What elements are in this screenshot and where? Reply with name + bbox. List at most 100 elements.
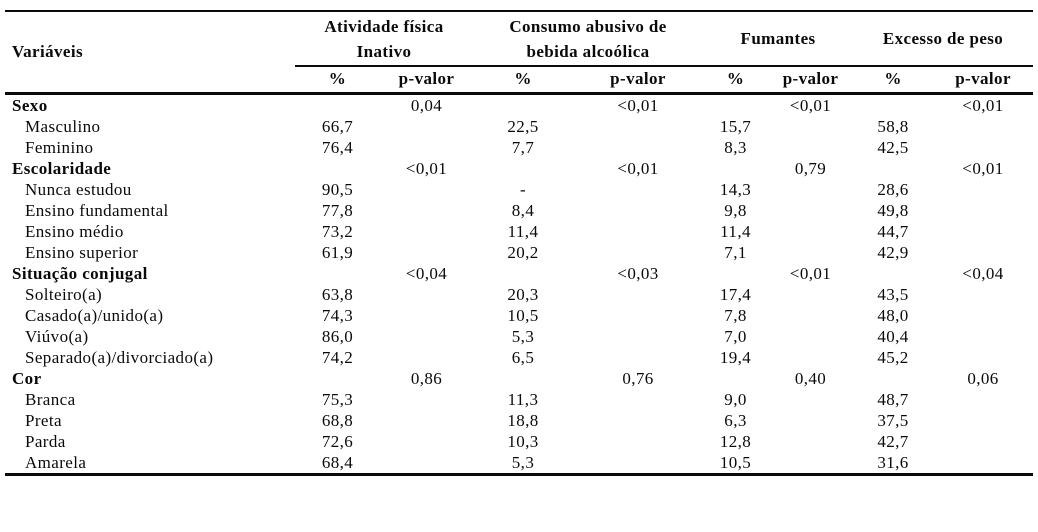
pvalue-cell	[768, 452, 853, 475]
pvalue-cell	[380, 179, 473, 200]
row-label: Amarela	[25, 452, 87, 472]
percent-value-cell: 31,6	[877, 452, 909, 472]
pvalue-cell	[573, 200, 703, 221]
percent-value-cell: 11,4	[720, 221, 751, 241]
percent-value-cell: 68,4	[321, 452, 354, 472]
percent-value-cell: 17,4	[719, 284, 752, 304]
percent-value-cell: 74,2	[321, 347, 354, 367]
percent-value-cell: 20,2	[507, 242, 539, 262]
pvalue-cell	[380, 326, 473, 347]
percent-value-cell: 44,7	[877, 221, 909, 241]
percent-value-cell: 63,8	[321, 284, 354, 304]
percent-value-cell: 73,2	[321, 221, 354, 241]
group-header-line: Fumantes	[740, 29, 816, 48]
percent-value-cell	[853, 93, 933, 116]
percent-value-cell: 42,7	[877, 431, 909, 451]
percent-value-cell	[473, 263, 573, 284]
pvalue-cell	[768, 347, 853, 368]
percent-value-cell: 66,7	[321, 116, 354, 136]
pvalue-cell	[768, 242, 853, 263]
percent-value-cell: 58,8	[877, 116, 909, 136]
pvalue-cell	[933, 179, 1033, 200]
percent-value-cell: 6,5	[511, 347, 535, 367]
pvalue-cell	[933, 305, 1033, 326]
percent-value-cell: 5,3	[511, 326, 535, 346]
pvalue-cell	[573, 305, 703, 326]
pvalue-cell: <0,01	[789, 263, 832, 283]
row-label: Cor	[12, 368, 42, 388]
pvalue-cell	[933, 284, 1033, 305]
percent-value-cell: 76,4	[321, 137, 354, 157]
variables-column-header: Variáveis	[5, 11, 295, 95]
percent-value-cell: 11,4	[507, 221, 539, 241]
pvalue-cell: <0,01	[617, 158, 659, 178]
percent-column-header: %	[295, 66, 380, 95]
percent-value-cell: 43,5	[877, 284, 909, 304]
pvalue-cell	[768, 221, 853, 242]
pvalue-cell	[573, 431, 703, 452]
pvalue-cell	[380, 221, 473, 242]
percent-value-cell	[703, 263, 768, 284]
percent-value-cell	[473, 158, 573, 179]
group-header-physical-activity: Atividade física Inativo	[295, 11, 474, 67]
pvalue-cell	[380, 452, 473, 475]
percent-value-cell: 75,3	[321, 389, 354, 409]
pvalue-column-header: p-valor	[768, 66, 854, 95]
group-header-line: Consumo abusivo de	[509, 16, 667, 36]
percent-value-cell	[703, 93, 768, 116]
percent-value-cell: 7,1	[724, 242, 747, 262]
data-row: Separado(a)/divorciado(a) 74,2 6,5 19,4 45,2	[5, 347, 1033, 368]
pvalue-cell	[933, 242, 1033, 263]
percent-value-cell: 49,8	[877, 200, 909, 220]
pvalue-cell	[933, 431, 1033, 452]
pvalue-cell	[768, 200, 853, 221]
data-row: Feminino 76,4 7,7 8,3 42,5	[5, 137, 1033, 158]
pvalue-cell	[768, 389, 853, 410]
data-row: Amarela 68,4 5,3 10,5 31,6	[5, 452, 1033, 475]
data-row: Preta 68,8 18,8 6,3 37,5	[5, 410, 1033, 431]
percent-value-cell: 8,3	[724, 137, 747, 157]
pvalue-cell	[573, 137, 703, 158]
pvalue-cell	[933, 221, 1033, 242]
pvalue-cell	[380, 305, 473, 326]
percent-value-cell: 6,3	[724, 410, 747, 430]
percent-value-cell: 22,5	[507, 116, 539, 136]
group-header-line: Excesso de peso	[882, 29, 1004, 48]
pvalue-cell	[573, 284, 703, 305]
data-row: Branca 75,3 11,3 9,0 48,7	[5, 389, 1033, 410]
row-label: Ensino fundamental	[25, 200, 169, 220]
pvalue-cell	[933, 326, 1033, 347]
group-header-row: Variáveis Atividade física Inativo Consu…	[5, 11, 1034, 95]
percent-value-cell: 20,3	[507, 284, 539, 304]
percent-value-cell	[473, 368, 573, 389]
percent-value-cell: 48,7	[877, 389, 909, 409]
pvalue-cell: <0,04	[405, 263, 448, 283]
row-label: Escolaridade	[12, 158, 112, 178]
row-label: Preta	[25, 410, 62, 430]
pvalue-cell	[768, 326, 853, 347]
percent-value-cell	[703, 158, 768, 179]
percent-value-cell: 5,3	[511, 452, 535, 472]
percent-value-cell	[295, 368, 380, 389]
row-label: Feminino	[25, 137, 94, 157]
group-header-line: bebida alcoólica	[526, 41, 650, 61]
pvalue-cell	[933, 347, 1033, 368]
percent-value-cell: 14,3	[719, 179, 752, 199]
pvalue-cell	[380, 431, 473, 452]
pvalue-column-header: p-valor	[380, 66, 474, 95]
percent-value-cell	[295, 158, 380, 179]
percent-value-cell: 12,8	[719, 431, 752, 451]
pvalue-cell	[933, 452, 1033, 475]
pvalue-cell	[380, 389, 473, 410]
percent-value-cell: 10,5	[719, 452, 752, 472]
pvalue-cell	[933, 116, 1033, 137]
percent-value-cell: 7,8	[724, 305, 747, 325]
percent-value-cell: 9,8	[724, 200, 747, 220]
row-label: Separado(a)/divorciado(a)	[25, 347, 214, 367]
pvalue-cell	[768, 179, 853, 200]
percent-value-cell	[295, 263, 380, 284]
percent-value-cell: 45,2	[877, 347, 909, 367]
percent-value-cell: 77,8	[321, 200, 354, 220]
section-row: Situação conjugal <0,04 <0,03 <0,01 <0,04	[5, 263, 1033, 284]
group-header-overweight: Excesso de peso	[853, 11, 1034, 67]
